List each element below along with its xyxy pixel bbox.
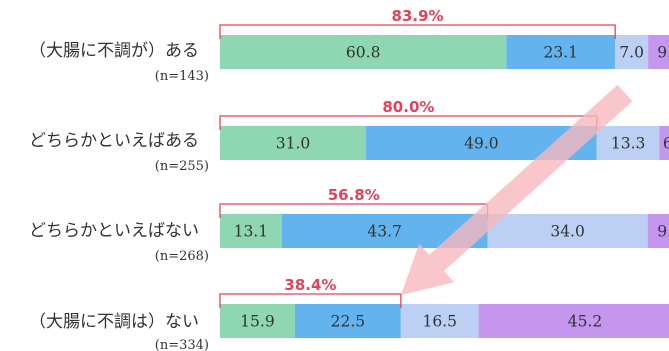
bar-segment — [220, 35, 507, 69]
bar-segment — [615, 35, 649, 69]
segment-value-label: 23.1 — [544, 44, 579, 62]
bar-segment — [220, 214, 282, 248]
highlight-total-label: 38.4% — [284, 276, 336, 294]
highlight-total-label: 56.8% — [328, 186, 380, 204]
bar-segment — [400, 304, 479, 338]
segment-value-label: 31.0 — [276, 135, 311, 153]
segment-value-label: 49.0 — [464, 135, 499, 153]
highlight-total-label: 83.9% — [392, 7, 444, 25]
bar-segment — [220, 304, 295, 338]
segment-value-label: 15.9 — [240, 313, 275, 331]
bar-segment — [648, 35, 669, 69]
segment-value-label: 9.3 — [657, 223, 669, 241]
row-label: （大腸に不調が）ある — [29, 41, 199, 61]
segment-value-label: 16.5 — [422, 313, 457, 331]
segment-value-label: 43.7 — [367, 223, 402, 241]
row-label: どちらかといえばない — [29, 221, 199, 241]
segment-value-label: 60.8 — [346, 44, 381, 62]
row-label: どちらかといえばある — [29, 131, 199, 151]
row-sample-size: (n=143) — [155, 69, 209, 84]
segment-value-label: 45.2 — [568, 313, 603, 331]
trend-arrow — [401, 84, 633, 295]
segment-value-label: 6.7 — [663, 135, 669, 153]
bar-segment — [294, 304, 401, 338]
highlight-total-label: 80.0% — [382, 98, 434, 116]
labels-layer: （大腸に不調が）ある (n=143) どちらかといえばある (n=255) どちらかとい… — [29, 7, 669, 351]
bar-segment — [487, 214, 648, 248]
segment-value-label: 34.0 — [550, 223, 585, 241]
bar-segment — [596, 126, 660, 160]
row-sample-size: (n=334) — [155, 338, 209, 351]
segment-value-label: 7.0 — [619, 44, 644, 62]
segment-value-label: 13.3 — [611, 135, 646, 153]
bar-segment — [647, 214, 669, 248]
segment-value-label: 22.5 — [331, 313, 366, 331]
highlight-bracket — [219, 24, 616, 39]
bars-layer — [220, 35, 669, 338]
highlight-bracket — [219, 293, 402, 308]
bar-segment — [478, 304, 669, 338]
bar-segment — [659, 126, 669, 160]
row-label: （大腸に不調は）ない — [29, 312, 199, 332]
bar-segment — [506, 35, 616, 69]
segment-value-label: 9.1 — [657, 44, 669, 62]
row-sample-size: (n=268) — [155, 249, 209, 264]
bar-segment — [220, 126, 367, 160]
segment-value-label: 13.1 — [234, 223, 269, 241]
row-sample-size: (n=255) — [155, 159, 209, 174]
